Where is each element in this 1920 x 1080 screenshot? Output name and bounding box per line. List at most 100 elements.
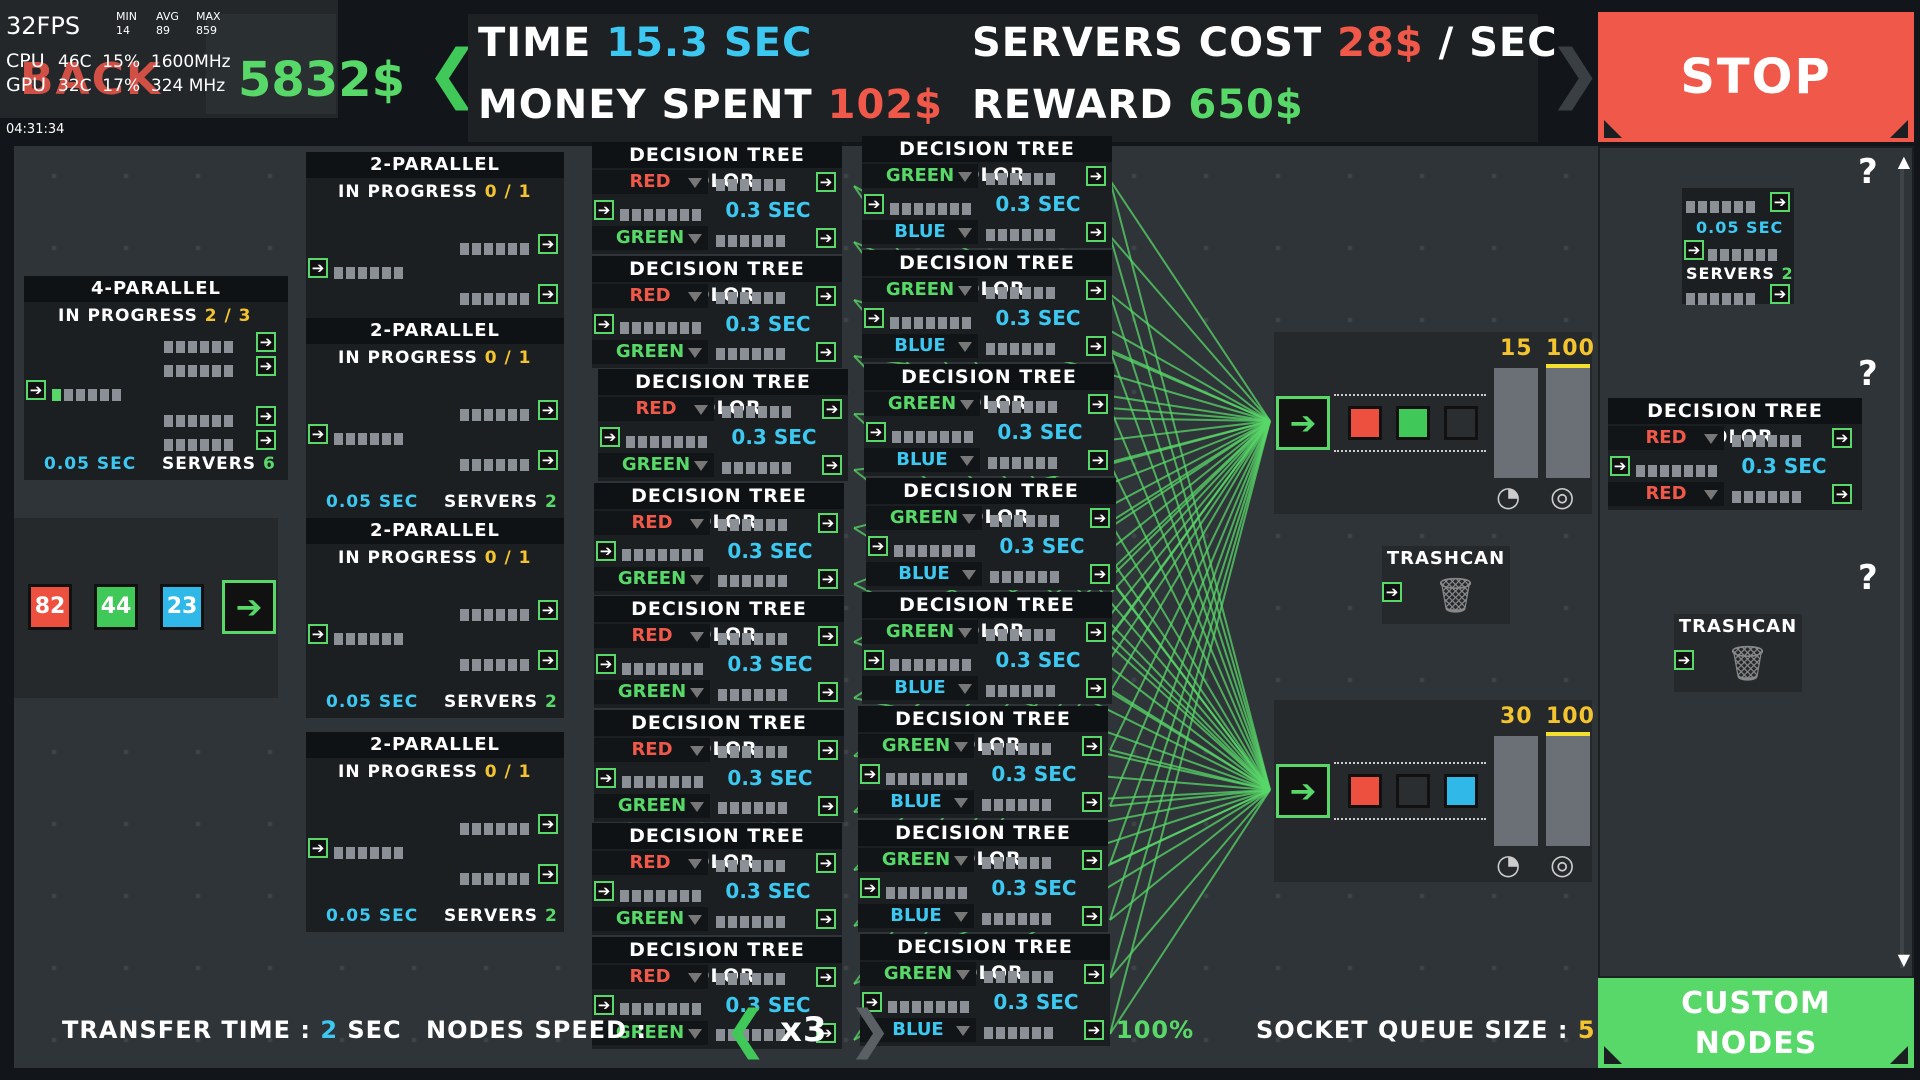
decision-tree-output-arrow-icon[interactable]: ➔ <box>822 399 842 419</box>
decision-tree-output-arrow-icon[interactable]: ➔ <box>816 285 836 306</box>
palette-server-node[interactable]: ➔ 0.05 SEC ➔ SERVERS 2 ➔ <box>1682 188 1794 305</box>
parallel2-input-arrow-icon[interactable]: ➔ <box>308 424 328 444</box>
palette-dt-select-red[interactable]: RED <box>1608 426 1724 450</box>
decision-tree-output-arrow-icon[interactable]: ➔ <box>1088 450 1108 470</box>
target-icon[interactable]: ◎ <box>1550 480 1575 513</box>
decision-tree-select-green[interactable]: GREEN <box>862 164 978 188</box>
decision-tree-node[interactable]: DECISION TREE COLOR GREEN ➔ ➔ 0.3 SEC BL… <box>862 592 1112 704</box>
sink-input-arrow-icon[interactable]: ➔ <box>1276 396 1330 450</box>
decision-tree-select-blue[interactable]: BLUE <box>858 904 974 928</box>
parallel4-output-arrow-icon[interactable]: ➔ <box>256 332 276 352</box>
decision-tree-input-arrow-icon[interactable]: ➔ <box>594 313 614 334</box>
palette-server-output-arrow-icon[interactable]: ➔ <box>1770 192 1790 212</box>
parallel4-output-arrow-icon[interactable]: ➔ <box>256 430 276 450</box>
decision-tree-select-red[interactable]: RED <box>594 624 710 648</box>
decision-tree-select-green[interactable]: GREEN <box>592 226 708 250</box>
decision-tree-node[interactable]: DECISION TREE COLOR GREEN ➔ ➔ 0.3 SEC BL… <box>858 820 1108 932</box>
palette-dt-output-arrow-icon[interactable]: ➔ <box>1832 428 1852 448</box>
decision-tree-input-arrow-icon[interactable]: ➔ <box>864 650 884 670</box>
parallel2-output-arrow-icon[interactable]: ➔ <box>538 450 558 470</box>
decision-tree-input-arrow-icon[interactable]: ➔ <box>862 992 882 1012</box>
gauge-icon[interactable]: ◔ <box>1496 848 1521 881</box>
parallel2-output-arrow-icon[interactable]: ➔ <box>538 814 558 834</box>
decision-tree-select-red[interactable]: RED <box>594 510 710 535</box>
decision-tree-select-blue[interactable]: BLUE <box>862 334 978 358</box>
gauge-icon[interactable]: ◔ <box>1496 480 1521 513</box>
decision-tree-input-arrow-icon[interactable]: ➔ <box>594 200 614 220</box>
decision-tree-node[interactable]: DECISION TREE COLOR RED ➔ ➔ 0.3 SEC GREE… <box>592 936 842 1049</box>
decision-tree-output-arrow-icon[interactable]: ➔ <box>818 512 838 533</box>
parallel2-output-arrow-icon[interactable]: ➔ <box>538 600 558 620</box>
decision-tree-output-arrow-icon[interactable]: ➔ <box>1088 394 1108 414</box>
decision-tree-output-arrow-icon[interactable]: ➔ <box>822 455 842 475</box>
parallel2-node[interactable]: 2-PARALLEL IN PROGRESS 0 / 1 ➔ ➔ ➔ 0.05 … <box>306 318 564 518</box>
sink-node[interactable]: ➔ 30 100 ◔ ◎ <box>1274 700 1594 882</box>
help-icon[interactable]: ? <box>1858 558 1879 598</box>
custom-nodes-button[interactable]: CUSTOM NODES <box>1598 978 1914 1068</box>
decision-tree-node[interactable]: DECISION TREE COLOR RED ➔ ➔ 0.3 SEC GREE… <box>594 482 844 595</box>
source-output-arrow-icon[interactable]: ➔ <box>222 580 276 634</box>
decision-tree-output-arrow-icon[interactable]: ➔ <box>818 795 838 816</box>
palette-dt-output-arrow-icon[interactable]: ➔ <box>1832 484 1852 504</box>
decision-tree-input-arrow-icon[interactable]: ➔ <box>864 194 884 214</box>
decision-tree-node[interactable]: DECISION TREE COLOR GREEN ➔ ➔ 0.3 SEC BL… <box>866 478 1116 590</box>
parallel4-node[interactable]: 4-PARALLEL IN PROGRESS 2 / 3 ➔ ➔ ➔ ➔ ➔ 0… <box>24 276 288 480</box>
decision-tree-output-arrow-icon[interactable]: ➔ <box>1084 1020 1104 1040</box>
decision-tree-select-green[interactable]: GREEN <box>598 453 714 477</box>
decision-tree-input-arrow-icon[interactable]: ➔ <box>868 536 888 556</box>
decision-tree-output-arrow-icon[interactable]: ➔ <box>816 228 836 248</box>
decision-tree-select-blue[interactable]: BLUE <box>862 220 978 244</box>
decision-tree-select-blue[interactable]: BLUE <box>860 1018 976 1042</box>
decision-tree-select-blue[interactable]: BLUE <box>858 790 974 814</box>
decision-tree-output-arrow-icon[interactable]: ➔ <box>816 1022 836 1043</box>
parallel4-output-arrow-icon[interactable]: ➔ <box>256 406 276 426</box>
speed-up-chevron-icon[interactable]: ❯ <box>848 1000 892 1060</box>
next-page-chevron-icon[interactable]: ❯ <box>1548 37 1602 111</box>
decision-tree-select-green[interactable]: GREEN <box>862 620 978 644</box>
decision-tree-select-red[interactable]: RED <box>592 170 708 194</box>
decision-tree-node[interactable]: DECISION TREE COLOR RED ➔ ➔ 0.3 SEC GREE… <box>592 823 842 935</box>
decision-tree-select-green[interactable]: GREEN <box>858 848 974 872</box>
decision-tree-select-green[interactable]: GREEN <box>592 907 708 931</box>
speed-down-chevron-icon[interactable]: ❮ <box>724 1000 768 1060</box>
decision-tree-input-arrow-icon[interactable]: ➔ <box>864 308 884 328</box>
node-palette-panel[interactable]: ▲ ▼ ? ➔ 0.05 SEC ➔ SERVERS 2 ➔ ? DECISIO… <box>1598 146 1914 978</box>
decision-tree-select-green[interactable]: GREEN <box>594 566 710 591</box>
target-icon[interactable]: ◎ <box>1550 848 1575 881</box>
decision-tree-output-arrow-icon[interactable]: ➔ <box>818 682 838 702</box>
sink-node[interactable]: ➔ 15 100 ◔ ◎ <box>1274 332 1594 514</box>
help-icon[interactable]: ? <box>1858 354 1879 394</box>
decision-tree-node[interactable]: DECISION TREE COLOR GREEN ➔ ➔ 0.3 SEC BL… <box>862 136 1112 248</box>
palette-trashcan-node[interactable]: TRASHCAN ➔ 🗑 <box>1674 614 1802 692</box>
decision-tree-select-green[interactable]: GREEN <box>862 278 978 302</box>
decision-tree-input-arrow-icon[interactable]: ➔ <box>860 878 880 898</box>
decision-tree-output-arrow-icon[interactable]: ➔ <box>816 909 836 929</box>
decision-tree-output-arrow-icon[interactable]: ➔ <box>1090 564 1110 584</box>
decision-tree-node[interactable]: DECISION TREE COLOR RED ➔ ➔ 0.3 SEC GREE… <box>598 369 848 481</box>
parallel2-input-arrow-icon[interactable]: ➔ <box>308 258 328 278</box>
decision-tree-input-arrow-icon[interactable]: ➔ <box>596 540 616 561</box>
decision-tree-select-green[interactable]: GREEN <box>594 680 710 704</box>
decision-tree-input-arrow-icon[interactable]: ➔ <box>596 767 616 788</box>
palette-scroll-down-icon[interactable]: ▼ <box>1897 950 1910 969</box>
decision-tree-node[interactable]: DECISION TREE COLOR RED ➔ ➔ 0.3 SEC GREE… <box>594 596 844 708</box>
parallel2-input-arrow-icon[interactable]: ➔ <box>308 838 328 858</box>
decision-tree-output-arrow-icon[interactable]: ➔ <box>818 739 838 760</box>
decision-tree-output-arrow-icon[interactable]: ➔ <box>816 853 836 873</box>
decision-tree-input-arrow-icon[interactable]: ➔ <box>860 764 880 784</box>
decision-tree-output-arrow-icon[interactable]: ➔ <box>1086 280 1106 300</box>
source-node[interactable]: 82 44 23 ➔ <box>14 518 278 698</box>
decision-tree-select-blue[interactable]: BLUE <box>864 448 980 472</box>
decision-tree-node[interactable]: DECISION TREE COLOR RED ➔ ➔ 0.3 SEC GREE… <box>594 709 844 822</box>
decision-tree-output-arrow-icon[interactable]: ➔ <box>1086 622 1106 642</box>
palette-trashcan-input-arrow-icon[interactable]: ➔ <box>1674 650 1694 670</box>
palette-server-input-arrow-icon[interactable]: ➔ <box>1684 240 1704 260</box>
parallel2-output-arrow-icon[interactable]: ➔ <box>538 650 558 670</box>
decision-tree-output-arrow-icon[interactable]: ➔ <box>1084 964 1104 984</box>
decision-tree-input-arrow-icon[interactable]: ➔ <box>594 881 614 901</box>
parallel4-input-arrow-icon[interactable]: ➔ <box>26 380 46 400</box>
decision-tree-select-green[interactable]: GREEN <box>592 339 708 364</box>
palette-scroll-track[interactable] <box>1900 168 1904 968</box>
parallel2-node[interactable]: 2-PARALLEL IN PROGRESS 0 / 1 ➔ ➔ ➔ 0.05 … <box>306 518 564 718</box>
decision-tree-output-arrow-icon[interactable]: ➔ <box>818 626 838 646</box>
